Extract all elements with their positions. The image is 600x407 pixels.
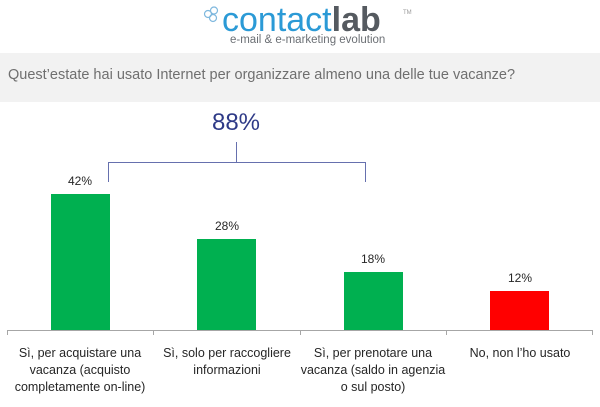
bar-value-label: 28% bbox=[214, 219, 240, 233]
bar bbox=[344, 272, 403, 330]
bracket-left-leg bbox=[108, 162, 109, 182]
axis-tick bbox=[592, 330, 593, 335]
bar bbox=[51, 194, 110, 330]
bar-value-label: 18% bbox=[360, 252, 386, 266]
axis-tick bbox=[153, 330, 154, 335]
bracket-stem bbox=[236, 142, 237, 162]
trademark: TM bbox=[403, 10, 412, 16]
contactlab-logo: contactlab TM e-mail & e-marketing evolu… bbox=[200, 1, 420, 50]
axis-tick bbox=[446, 330, 447, 335]
category-label: Sì, per prenotare una vacanza (saldo in a… bbox=[300, 346, 446, 394]
bar-value-label: 12% bbox=[507, 271, 533, 285]
total-annotation: 88% bbox=[211, 109, 261, 136]
bracket-line bbox=[108, 162, 365, 163]
logo-wordmark: contactlab bbox=[222, 1, 381, 39]
bar bbox=[197, 239, 256, 330]
question-banner: Quest’estate hai usato Internet per orga… bbox=[0, 53, 600, 102]
bar-value-label: 42% bbox=[67, 174, 93, 188]
bubbles-icon bbox=[203, 6, 219, 23]
bracket-right-leg bbox=[365, 162, 366, 182]
survey-question: Quest’estate hai usato Internet per orga… bbox=[8, 67, 516, 83]
category-label: Sì, per acquistare una vacanza (acquisto c… bbox=[14, 346, 146, 394]
logo-tagline: e-mail & e-marketing evolution bbox=[230, 34, 386, 46]
category-label: No, non l’ho usato bbox=[469, 346, 571, 360]
category-label: Sì, solo per raccogliere informazioni bbox=[163, 346, 291, 377]
axis-tick bbox=[7, 330, 8, 335]
bar bbox=[490, 291, 549, 330]
axis-tick bbox=[300, 330, 301, 335]
